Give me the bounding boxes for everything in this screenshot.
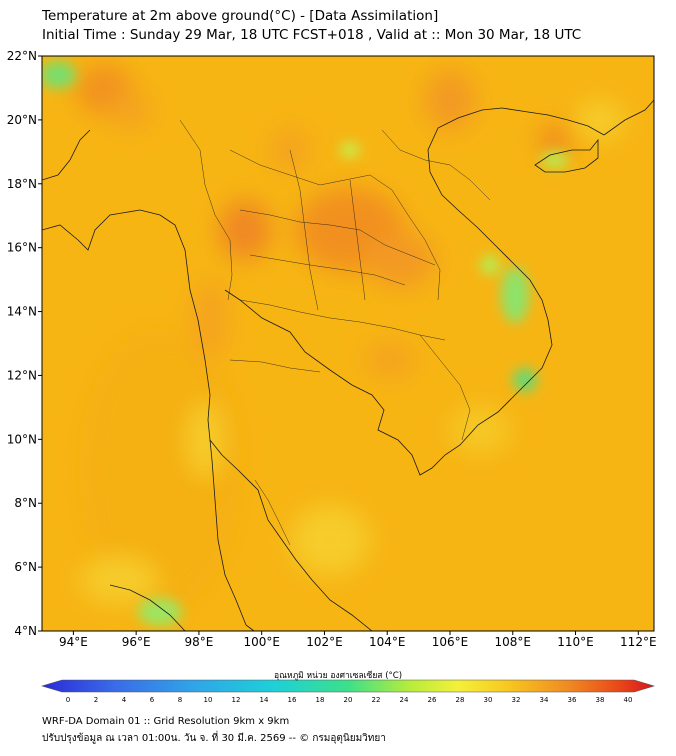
- lat-label: 22°N: [7, 49, 37, 63]
- lat-label: 16°N: [7, 241, 37, 255]
- lon-label: 112°E: [620, 635, 657, 649]
- lon-label: 98°E: [184, 635, 213, 649]
- colorbar-tick-label: 24: [400, 696, 409, 704]
- lat-label: 14°N: [7, 305, 37, 319]
- longitude-axis: 94°E 96°E 98°E 100°E 102°E 104°E 106°E 108°E 110…: [59, 631, 657, 649]
- colorbar-tick-label: 40: [624, 696, 633, 704]
- lon-label: 106°E: [432, 635, 469, 649]
- map-frame: [41, 55, 655, 632]
- colorbar-tick-label: 30: [484, 696, 493, 704]
- province-borders: [179, 119, 491, 546]
- map-title: Temperature at 2m above ground(°C) - [Da…: [42, 8, 439, 24]
- colorbar-tick-label: 6: [150, 696, 155, 704]
- lon-label: 104°E: [369, 635, 406, 649]
- colorbar-tick-label: 36: [568, 696, 577, 704]
- colorbar-tick-label: 0: [66, 696, 70, 704]
- lat-label: 20°N: [7, 113, 37, 127]
- lon-label: 102°E: [306, 635, 343, 649]
- colorbar-tick-label: 2: [94, 696, 98, 704]
- colorbar-title: อุณหภูมิ หน่วย องศาเซลเซียส (°C): [273, 671, 403, 681]
- colorbar-ticks: 0 2 4 6 8 10 12 14 16 18 20 22 24 26 28 30 32 34 36 38 40: [66, 696, 633, 704]
- lon-label: 108°E: [495, 635, 532, 649]
- lat-label: 4°N: [14, 624, 37, 638]
- colorbar-tick-label: 28: [456, 696, 465, 704]
- colorbar-tick-label: 16: [288, 696, 297, 704]
- lat-label: 18°N: [7, 177, 37, 191]
- lat-label: 6°N: [14, 560, 37, 574]
- lon-label: 100°E: [243, 635, 280, 649]
- colorbar-tick-label: 10: [204, 696, 213, 704]
- footer-update-info: ปรับปรุงข้อมูล ณ เวลา 01:00น. วัน จ. ที่…: [42, 733, 386, 744]
- colorbar-tick-label: 20: [344, 696, 353, 704]
- lat-label: 10°N: [7, 432, 37, 446]
- map-subtitle: Initial Time : Sunday 29 Mar, 18 UTC FCS…: [42, 27, 582, 43]
- colorbar-tick-label: 38: [596, 696, 605, 704]
- latitude-axis: 4°N 6°N 8°N 10°N 12°N 14°N 16°N 18°N 20°N 22°N: [7, 49, 42, 638]
- colorbar-tick-label: 12: [232, 696, 241, 704]
- colorbar-tick-label: 14: [260, 696, 269, 704]
- colorbar-tick-label: 4: [122, 696, 127, 704]
- colorbar-tick-label: 32: [512, 696, 521, 704]
- lat-label: 12°N: [7, 368, 37, 382]
- colorbar-tick-label: 8: [178, 696, 182, 704]
- colorbar: 0 2 4 6 8 10 12 14 16 18 20 22 24 26 28 30 32 34 36 38 40: [40, 679, 656, 704]
- lon-label: 94°E: [59, 635, 88, 649]
- lat-label: 8°N: [14, 496, 37, 510]
- colorbar-tick-label: 26: [428, 696, 437, 704]
- colorbar-tick-label: 18: [316, 696, 325, 704]
- lon-label: 110°E: [557, 635, 594, 649]
- colorbar-tick-label: 22: [372, 696, 381, 704]
- footer-model-info: WRF-DA Domain 01 :: Grid Resolution 9km …: [42, 716, 290, 727]
- lon-label: 96°E: [122, 635, 151, 649]
- temperature-field: [42, 56, 654, 631]
- colorbar-tick-label: 34: [540, 696, 549, 704]
- coastline: [42, 99, 654, 631]
